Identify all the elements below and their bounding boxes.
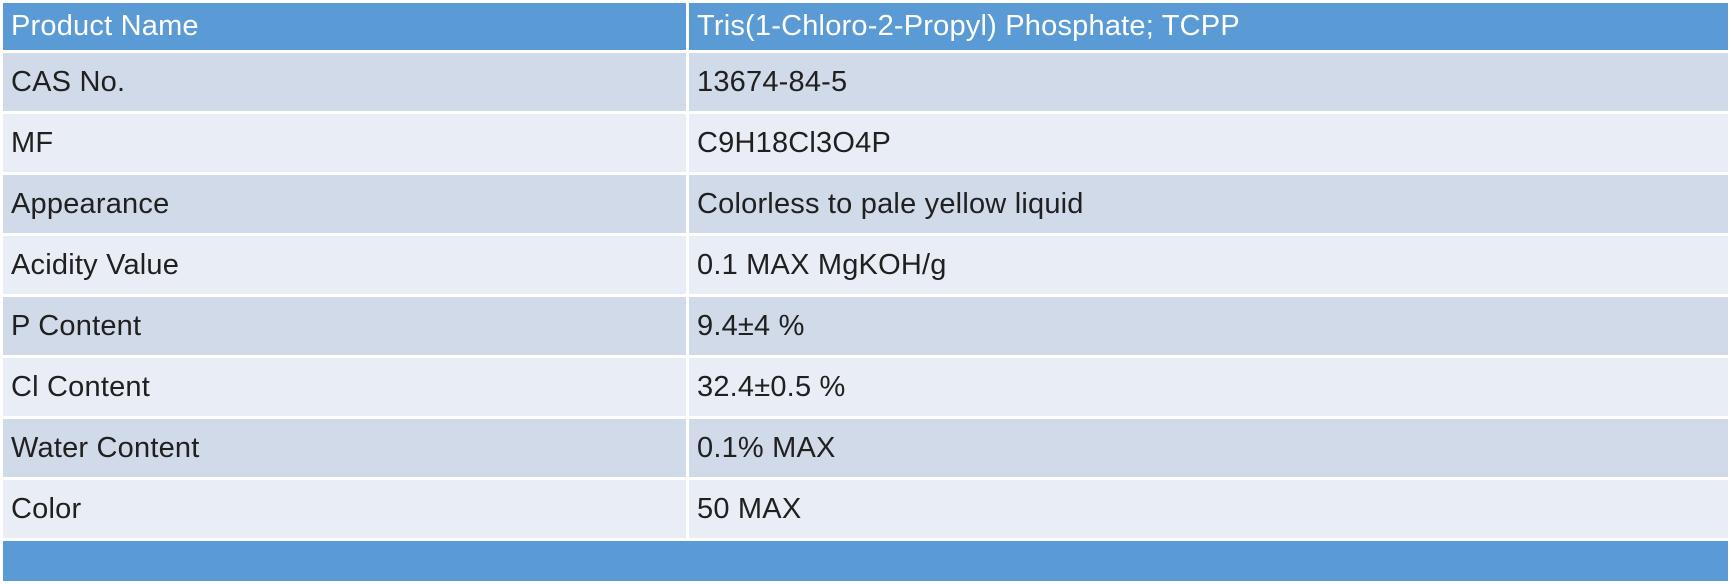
row-label-cell: CAS No.	[3, 53, 686, 111]
row-value-cell: 0.1 MAX MgKOH/g	[689, 236, 1728, 294]
row-label-cell: Water Content	[3, 419, 686, 477]
row-label-cell: Acidity Value	[3, 236, 686, 294]
row-label-cell: P Content	[3, 297, 686, 355]
row-label-cell: Cl Content	[3, 358, 686, 416]
row-value-cell: 50 MAX	[689, 480, 1728, 538]
header-label-cell: Product Name	[3, 3, 686, 50]
row-label-cell: MF	[3, 114, 686, 172]
table-row: Cl Content 32.4±0.5 %	[3, 358, 1728, 416]
table-row: Water Content 0.1% MAX	[3, 419, 1728, 477]
table-header-row: Product Name Tris(1-Chloro-2-Propyl) Pho…	[3, 3, 1728, 50]
table-row: MF C9H18Cl3O4P	[3, 114, 1728, 172]
row-value-cell: Colorless to pale yellow liquid	[689, 175, 1728, 233]
row-value-cell: 32.4±0.5 %	[689, 358, 1728, 416]
row-label-cell: Color	[3, 480, 686, 538]
table-row: Acidity Value 0.1 MAX MgKOH/g	[3, 236, 1728, 294]
table-row: CAS No. 13674-84-5	[3, 53, 1728, 111]
row-value-cell: 9.4±4 %	[689, 297, 1728, 355]
row-label-cell: Appearance	[3, 175, 686, 233]
next-section-partial-row	[3, 541, 1728, 581]
table-row: Color 50 MAX	[3, 480, 1728, 538]
row-value-cell: C9H18Cl3O4P	[689, 114, 1728, 172]
table-row: Appearance Colorless to pale yellow liqu…	[3, 175, 1728, 233]
row-value-cell: 13674-84-5	[689, 53, 1728, 111]
next-section-partial-cell	[3, 541, 1728, 581]
table-row: P Content 9.4±4 %	[3, 297, 1728, 355]
header-value-cell: Tris(1-Chloro-2-Propyl) Phosphate; TCPP	[689, 3, 1728, 50]
row-value-cell: 0.1% MAX	[689, 419, 1728, 477]
